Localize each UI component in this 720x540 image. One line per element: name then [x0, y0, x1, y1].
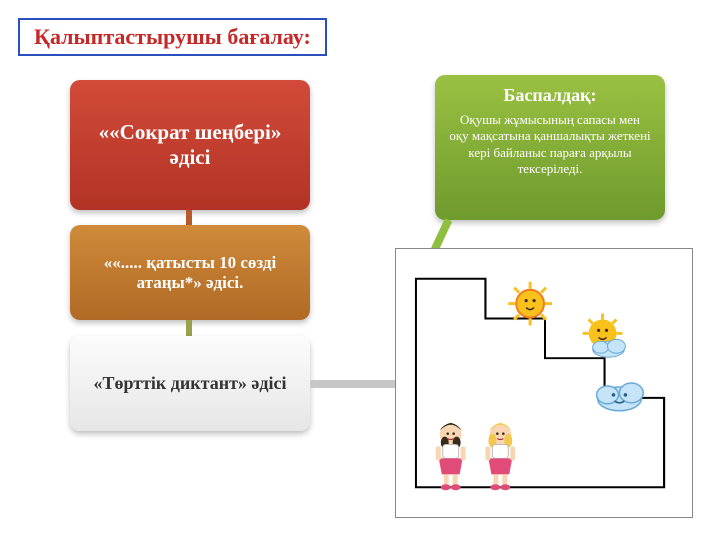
connector-gray-illustration	[310, 380, 405, 388]
connector-red-orange	[186, 210, 192, 225]
page-title: Қалыптастырушы бағалау:	[18, 18, 327, 56]
card-green: Баспалдақ: Оқушы жұмысының сапасы мен оқ…	[435, 75, 665, 220]
card-orange: ««..... қатысты 10 сөзді атаңы*» әдісі.	[70, 225, 310, 320]
card-green-body: Оқушы жұмысының сапасы мен оқу мақсатына…	[449, 112, 651, 177]
card-red: ««Сократ шеңбері» әдісі	[70, 80, 310, 210]
card-orange-text: ««..... қатысты 10 сөзді атаңы*» әдісі.	[88, 253, 292, 293]
card-gray-text: «Төрттік диктант» әдісі	[88, 373, 292, 394]
card-gray: «Төрттік диктант» әдісі	[70, 336, 310, 431]
card-green-heading: Баспалдақ:	[449, 85, 651, 106]
stairs-illustration	[395, 248, 693, 518]
connector-orange-gray	[186, 320, 192, 336]
card-red-text: ««Сократ шеңбері» әдісі	[88, 120, 292, 170]
